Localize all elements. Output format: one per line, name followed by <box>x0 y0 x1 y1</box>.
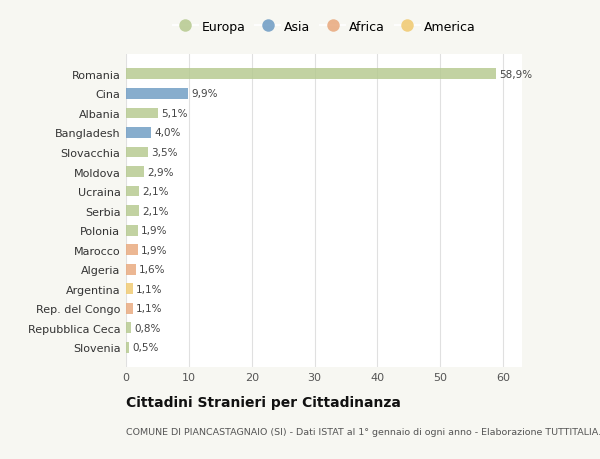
Bar <box>126 264 136 275</box>
Text: 1,6%: 1,6% <box>139 265 166 274</box>
Text: 3,5%: 3,5% <box>151 148 178 157</box>
Text: 1,9%: 1,9% <box>141 245 167 255</box>
Text: COMUNE DI PIANCASTAGNAIO (SI) - Dati ISTAT al 1° gennaio di ogni anno - Elaboraz: COMUNE DI PIANCASTAGNAIO (SI) - Dati IST… <box>126 427 600 436</box>
Text: 4,0%: 4,0% <box>154 128 181 138</box>
Bar <box>126 303 133 314</box>
Text: 9,9%: 9,9% <box>191 89 218 99</box>
Text: 1,9%: 1,9% <box>141 226 167 235</box>
Bar <box>126 108 158 119</box>
Bar <box>126 89 188 100</box>
Bar <box>126 206 139 217</box>
Text: 0,5%: 0,5% <box>132 343 158 353</box>
Bar <box>126 245 138 256</box>
Text: 1,1%: 1,1% <box>136 284 163 294</box>
Text: 1,1%: 1,1% <box>136 304 163 313</box>
Text: 5,1%: 5,1% <box>161 109 188 118</box>
Bar <box>126 147 148 158</box>
Text: 2,1%: 2,1% <box>142 187 169 196</box>
Bar <box>126 225 138 236</box>
Text: 58,9%: 58,9% <box>499 70 532 79</box>
Legend: Europa, Asia, Africa, America: Europa, Asia, Africa, America <box>173 21 475 34</box>
Bar <box>126 128 151 139</box>
Bar <box>126 186 139 197</box>
Text: Cittadini Stranieri per Cittadinanza: Cittadini Stranieri per Cittadinanza <box>126 395 401 409</box>
Bar <box>126 323 131 334</box>
Text: 2,1%: 2,1% <box>142 206 169 216</box>
Bar <box>126 69 496 80</box>
Bar <box>126 342 129 353</box>
Bar <box>126 284 133 295</box>
Text: 0,8%: 0,8% <box>134 323 161 333</box>
Bar <box>126 167 144 178</box>
Text: 2,9%: 2,9% <box>148 167 174 177</box>
